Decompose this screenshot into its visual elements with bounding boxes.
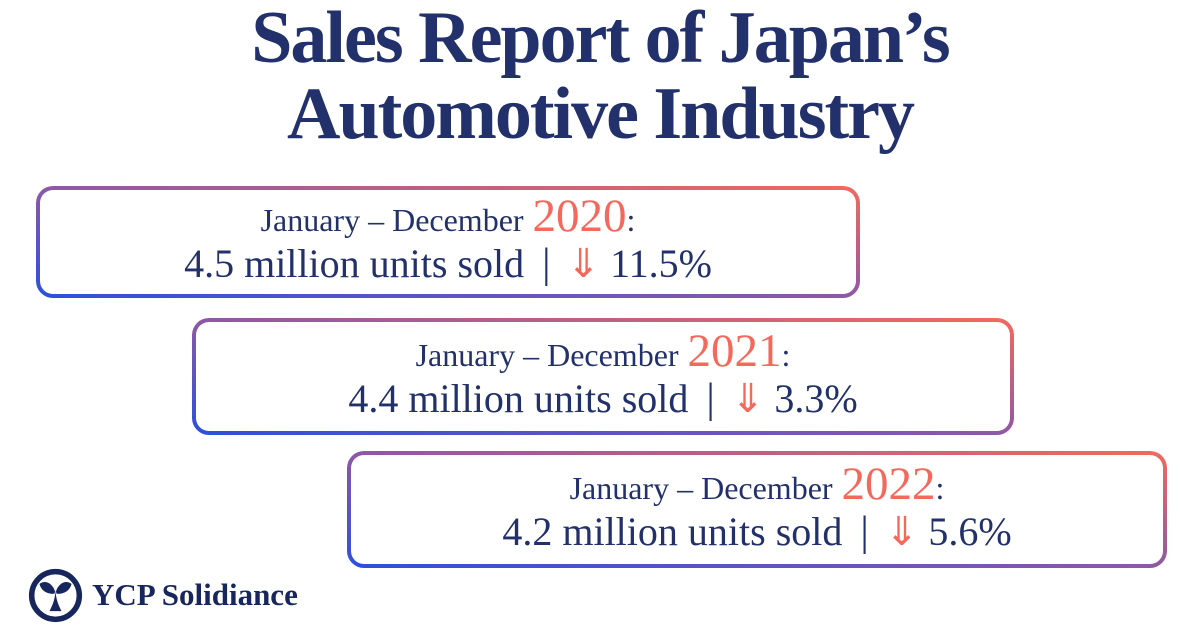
percent-change: 5.6%	[928, 508, 1012, 554]
brand-name: YCP Solidiance	[92, 577, 298, 612]
down-arrow-icon: ⇓	[884, 508, 919, 555]
units-sold-text: 4.4 million units sold	[348, 375, 689, 421]
year-box-content: January – December 2020: 4.5 million unit…	[40, 190, 856, 294]
stats-line: 4.4 million units sold | ⇓ 3.3%	[348, 375, 857, 423]
divider-bar: |	[542, 241, 551, 287]
period-line: January – December 2020:	[260, 193, 636, 240]
page-title-line-1: Sales Report of Japan’s	[251, 0, 950, 79]
period-line: January – December 2022:	[569, 460, 945, 508]
colon: :	[935, 469, 945, 506]
percent-change: 3.3%	[774, 375, 858, 421]
year-box-content: January – December 2021: 4.4 million unit…	[196, 322, 1010, 431]
page-title-line-2: Automotive Industry	[287, 73, 915, 155]
year-value: 2021	[687, 324, 782, 377]
page-title: Sales Report of Japan’s Automotive Indus…	[0, 0, 1200, 152]
year-box-2022: January – December 2022: 4.2 million unit…	[347, 451, 1167, 568]
ycp-logo-icon	[28, 568, 83, 622]
brand-logo: YCP Solidiance	[28, 566, 298, 624]
period-line: January – December 2021:	[415, 327, 791, 375]
down-arrow-icon: ⇓	[566, 241, 601, 287]
percent-change: 11.5%	[610, 241, 712, 286]
year-box-2021: January – December 2021: 4.4 million unit…	[192, 318, 1014, 435]
units-sold-text: 4.5 million units sold	[184, 241, 525, 286]
divider-bar: |	[860, 508, 869, 555]
period-label: January – December	[569, 469, 833, 506]
divider-bar: |	[706, 375, 715, 422]
period-label: January – December	[260, 202, 524, 238]
colon: :	[781, 336, 791, 373]
colon: :	[626, 202, 636, 238]
year-box-2020: January – December 2020: 4.5 million unit…	[36, 186, 860, 298]
year-value: 2022	[841, 457, 936, 510]
year-value: 2020	[532, 190, 627, 242]
year-box-content: January – December 2022: 4.2 million unit…	[351, 455, 1163, 564]
stats-line: 4.5 million units sold | ⇓ 11.5%	[184, 240, 712, 288]
stats-line: 4.2 million units sold | ⇓ 5.6%	[502, 508, 1011, 556]
period-label: January – December	[415, 336, 679, 373]
units-sold-text: 4.2 million units sold	[502, 508, 843, 554]
down-arrow-icon: ⇓	[730, 375, 765, 422]
